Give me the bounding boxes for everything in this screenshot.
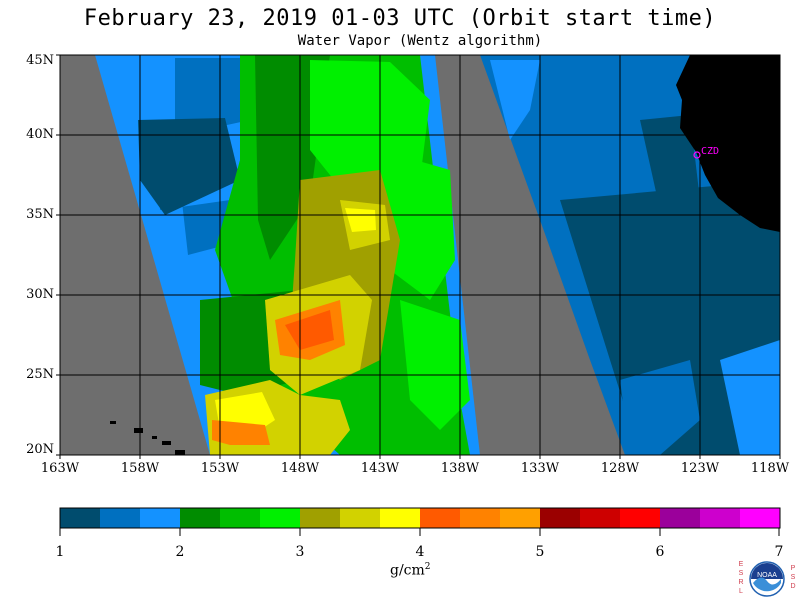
- unit-main: g/cm: [390, 562, 425, 579]
- colorbar: [60, 508, 781, 528]
- colorbar-tick-4: 4: [415, 544, 425, 560]
- lon-label-133w: 133W: [520, 461, 560, 476]
- lon-label-148w: 148W: [280, 461, 320, 476]
- lon-label-138w: 138W: [440, 461, 480, 476]
- colorbar-cell: [700, 508, 741, 528]
- logo-letter: L: [739, 588, 743, 595]
- colorbar-unit-label: g/cm2: [390, 562, 431, 579]
- logo-letter: D: [790, 583, 796, 590]
- lat-label-45n: 45N: [26, 53, 54, 68]
- colorbar-ticks: [59, 528, 780, 536]
- colorbar-tick-2: 2: [175, 544, 185, 560]
- colorbar-cell: [460, 508, 501, 528]
- logo-letter: P: [790, 565, 796, 572]
- colorbar-cell: [740, 508, 781, 528]
- logo-right-letters: P S D: [790, 564, 796, 591]
- unit-superscript: 2: [424, 562, 431, 572]
- colorbar-cell: [220, 508, 261, 528]
- colorbar-cell: [340, 508, 381, 528]
- lat-label-25n: 25N: [26, 367, 54, 382]
- lon-label-163w: 163W: [40, 461, 80, 476]
- colorbar-cell: [180, 508, 221, 528]
- colorbar-cell: [500, 508, 541, 528]
- map-subtitle: Water Vapor (Wentz algorithm): [297, 33, 543, 49]
- land-coast: [676, 55, 780, 232]
- grid-lines: [60, 55, 780, 455]
- noaa-emblem-icon: NOAA: [749, 561, 785, 597]
- logo-letter: S: [790, 574, 796, 581]
- colorbar-cell: [420, 508, 461, 528]
- hawaii-islands: [110, 421, 185, 455]
- map-frame: [59, 54, 781, 456]
- logo-center-text: NOAA: [757, 572, 777, 579]
- logo-left-letters: E S R L: [738, 560, 744, 596]
- colorbar-cell: [620, 508, 661, 528]
- colorbar-tick-5: 5: [535, 544, 545, 560]
- city-label: CZD: [701, 146, 720, 157]
- lat-label-35n: 35N: [26, 207, 54, 222]
- lat-label-30n: 30N: [26, 287, 54, 302]
- colorbar-cell: [140, 508, 181, 528]
- colorbar-cell: [260, 508, 301, 528]
- noaa-esrl-psd-logo: E S R L NOAA P S D: [736, 558, 798, 600]
- colorbar-cell: [100, 508, 141, 528]
- lat-label-40n: 40N: [26, 127, 54, 142]
- colorbar-cell: [300, 508, 341, 528]
- logo-letter: R: [738, 579, 744, 586]
- colorbar-tick-3: 3: [295, 544, 305, 560]
- logo-letter: S: [738, 570, 744, 577]
- western-swath: [95, 55, 480, 455]
- lon-label-123w: 123W: [680, 461, 720, 476]
- lon-label-128w: 128W: [600, 461, 640, 476]
- lon-label-153w: 153W: [200, 461, 240, 476]
- lon-label-143w: 143W: [360, 461, 400, 476]
- logo-letter: E: [738, 561, 744, 568]
- colorbar-tick-6: 6: [655, 544, 665, 560]
- map-title: February 23, 2019 01-03 UTC (Orbit start…: [83, 6, 717, 31]
- colorbar-cell: [540, 508, 581, 528]
- colorbar-cell: [660, 508, 701, 528]
- lat-label-20n: 20N: [26, 442, 54, 457]
- colorbar-cell: [380, 508, 421, 528]
- colorbar-tick-1: 1: [55, 544, 65, 560]
- colorbar-cell: [60, 508, 101, 528]
- lon-label-158w: 158W: [120, 461, 160, 476]
- city-marker: [693, 151, 701, 159]
- colorbar-cell: [580, 508, 621, 528]
- axis-ticks: [56, 54, 781, 459]
- lon-label-118w: 118W: [750, 461, 790, 476]
- colorbar-tick-7: 7: [774, 544, 784, 560]
